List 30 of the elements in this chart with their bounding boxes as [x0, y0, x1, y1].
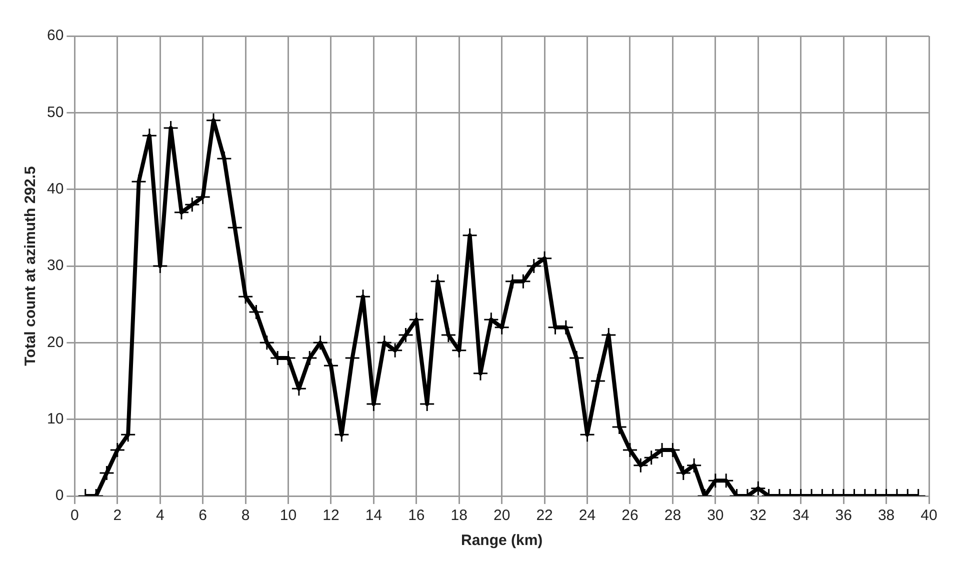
x-tick-label: 2: [113, 507, 122, 524]
y-tick-label: 30: [46, 257, 64, 274]
x-tick-label: 34: [792, 507, 810, 524]
y-tick-label: 40: [46, 180, 64, 198]
x-tick-label: 8: [241, 507, 250, 524]
x-tick-label: 36: [835, 507, 852, 524]
x-tick-label: 26: [622, 507, 638, 524]
x-tick-label: 16: [408, 507, 425, 524]
x-tick-label: 20: [494, 507, 510, 524]
x-tick-label: 4: [156, 507, 164, 524]
x-tick-label: 40: [920, 507, 938, 524]
x-tick-label: 38: [878, 507, 895, 524]
y-tick-label: 60: [46, 27, 64, 44]
x-tick-label: 32: [750, 507, 766, 524]
x-tick-label: 18: [450, 507, 468, 524]
x-tick-label: 30: [707, 507, 724, 524]
x-axis-title: Range (km): [461, 532, 543, 550]
y-tick-label: 10: [46, 410, 64, 428]
x-tick-label: 14: [365, 507, 382, 524]
x-tick-label: 12: [322, 507, 340, 524]
y-axis-title: Total count at azimuth 292.5: [22, 166, 40, 366]
x-tick-label: 6: [198, 507, 208, 524]
x-tick-label: 24: [578, 507, 596, 524]
x-tick-label: 22: [536, 507, 553, 524]
y-tick-label: 20: [46, 334, 64, 351]
y-tick-label: 0: [55, 487, 64, 504]
x-tick-label: 10: [280, 507, 297, 524]
x-tick-label: 28: [664, 507, 682, 524]
x-tick-label: 0: [70, 507, 79, 524]
y-tick-label: 50: [46, 104, 64, 121]
